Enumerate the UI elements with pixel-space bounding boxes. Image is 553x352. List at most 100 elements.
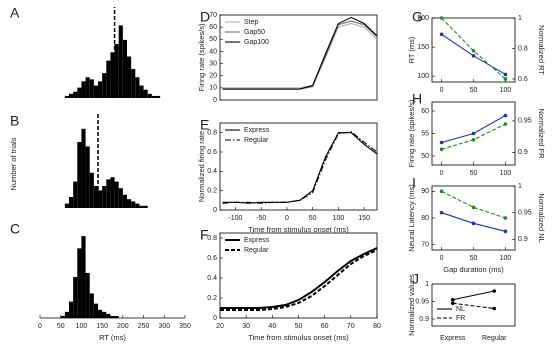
point [503,77,508,81]
point [439,32,444,37]
y-tick-label: 30 [209,60,217,67]
y-tick-label: 55 [421,130,429,137]
bar [135,77,140,98]
point [439,140,444,145]
y2-tick-label: 0.9 [518,149,528,156]
bar [102,73,107,98]
point [439,16,444,20]
bar [102,311,107,318]
panel-label: F [200,227,209,243]
bar [69,93,74,98]
y-tick-label: 0.6 [207,149,217,156]
y-tick-label: 0.4 [207,275,217,282]
y-tick-label: 0.6 [207,255,217,262]
legend-label: NL [456,306,465,313]
point [492,289,497,293]
x-tick-label: 150 [358,215,370,222]
point [471,54,476,58]
point [471,131,476,136]
y-tick-label: 0.8 [207,235,217,242]
legend-label: Step [244,19,259,26]
bar [77,87,82,98]
y-axis-label: Normalized firing rate [197,131,206,202]
bar [118,25,123,98]
bar [85,146,90,208]
y-tick-label: 0 [213,207,217,214]
point [450,297,455,302]
y-tick-label: 40 [209,48,217,55]
y-tick-label: 1 [425,281,429,288]
x-axis-label: Time from stimulus onset (ms) [248,333,349,342]
series-line [222,131,378,204]
legend-label: Gap100 [244,39,269,46]
bar [73,277,78,318]
bar [98,309,103,318]
y2-tick-label: 0.95 [518,210,532,217]
y-tick-label: 200 [417,15,429,22]
y2-tick-label: 0.6 [518,76,528,83]
bar [147,93,152,98]
series-line [222,16,378,90]
y-tick-label: 90 [421,188,429,195]
bar [89,79,94,98]
legend-label: Regular [244,137,269,144]
bar [69,301,74,318]
series-line [441,17,506,80]
x-tick-label: 100 [500,87,512,94]
point [492,306,497,311]
point [471,221,476,226]
y-axis-label: Normalized values [407,274,416,336]
y-tick-label: 60 [209,24,217,31]
y2-tick-label: 1 [518,15,522,22]
point [450,301,455,306]
y-axis-label: RT (ms) [407,36,416,63]
plot-frame [431,283,516,327]
point [503,229,508,234]
point [471,138,476,142]
series-line [220,247,378,309]
bar [131,68,136,98]
bar [81,81,86,98]
y-tick-label: 0 [213,315,217,322]
point [471,205,476,210]
bar [151,95,156,98]
bar [118,188,123,208]
x-tick-label: 0 [440,255,444,262]
x-tick-label: 0 [285,215,289,222]
y-tick-label: 10 [209,85,217,92]
x-tick-label: 250 [138,323,150,330]
x-tick-label: -100 [228,215,242,222]
y2-tick-label: 0.8 [518,45,528,52]
bar [89,293,94,318]
x-tick-label: 0 [38,323,42,330]
bar [77,142,82,208]
y-tick-label: 70 [209,12,217,19]
x-tick-label: 50 [295,323,303,330]
bar [139,85,144,98]
x-tick-label: 50 [309,215,317,222]
series-line [452,302,495,310]
panel-label: B [10,113,19,129]
y-tick-label: 0.2 [207,188,217,195]
series-line [441,190,506,219]
point [503,216,508,220]
bar [64,203,69,208]
y2-axis-label: Normalized FR [537,108,546,159]
bar [122,194,127,208]
bar [98,81,103,98]
panel-label: I [412,175,416,191]
series-line [222,22,378,89]
bar [98,190,103,208]
x-tick-label: -50 [256,215,266,222]
y-tick-label: 60 [421,108,429,115]
bar [139,205,144,208]
y2-axis-label: Normalized RT [537,25,546,75]
bar [85,272,90,318]
y-tick-label: 20 [209,73,217,80]
x-axis-label: Time from stimulus onset (ms) [248,225,349,234]
x-tick-label: Express [440,335,466,342]
x-axis-label: Gap duration (ms) [443,265,504,274]
bar [93,85,98,98]
y2-axis-label: Normalized NL [537,193,546,243]
